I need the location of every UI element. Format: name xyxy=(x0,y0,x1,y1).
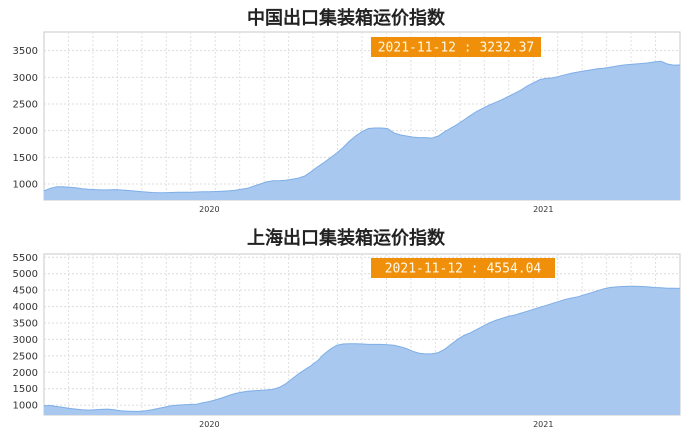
chart-title: 中国出口集装箱运价指数 xyxy=(247,8,445,29)
y-tick-label: 3500 xyxy=(13,46,38,57)
chart-title: 上海出口集装箱运价指数 xyxy=(247,228,445,249)
x-tick-label: 2021 xyxy=(533,420,553,429)
chart-ccfi: 1000 1500 2000 2500 3000 3500 2020 2021 2021-11-… xyxy=(13,31,681,214)
chart-panel-scfi: 上海出口集装箱运价指数 1000 1500 2000 2500 3000 3500 4000… xyxy=(0,220,692,443)
area-series-line xyxy=(43,285,681,412)
y-tick-label: 1000 xyxy=(13,180,38,191)
y-tick-label: 5500 xyxy=(13,253,38,264)
readout-box xyxy=(371,258,555,278)
area-series xyxy=(44,61,680,200)
readout-text: 2021-11-12 : 4554.04 xyxy=(385,262,542,277)
y-tick-label: 4000 xyxy=(13,302,38,313)
y-tick-label: 1000 xyxy=(13,401,38,412)
y-tick-label: 1500 xyxy=(13,384,38,395)
readout-box xyxy=(371,37,541,57)
y-tick-label: 3000 xyxy=(13,335,38,346)
chart-scfi: 1000 1500 2000 2500 3000 3500 4000 4500 5000 5500… xyxy=(13,253,681,429)
area-series xyxy=(44,286,680,415)
x-tick-label: 2021 xyxy=(533,205,553,214)
y-tick-label: 5000 xyxy=(13,269,38,280)
y-tick-label: 2000 xyxy=(13,368,38,379)
x-tick-label: 2020 xyxy=(199,420,219,429)
y-tick-label: 2500 xyxy=(13,351,38,362)
y-tick-label: 3500 xyxy=(13,319,38,330)
y-tick-label: 1500 xyxy=(13,153,38,164)
chart-panel-ccfi: 中国出口集装箱运价指数 1000 1500 2000 2500 3000 3500 2020… xyxy=(0,0,692,220)
y-tick-label: 2500 xyxy=(13,100,38,111)
area-series-line xyxy=(43,60,681,194)
x-tick-label: 2020 xyxy=(199,205,219,214)
y-tick-label: 2000 xyxy=(13,126,38,137)
y-tick-label: 3000 xyxy=(13,73,38,84)
readout-text: 2021-11-12 : 3232.37 xyxy=(378,41,535,56)
y-tick-label: 4500 xyxy=(13,286,38,297)
